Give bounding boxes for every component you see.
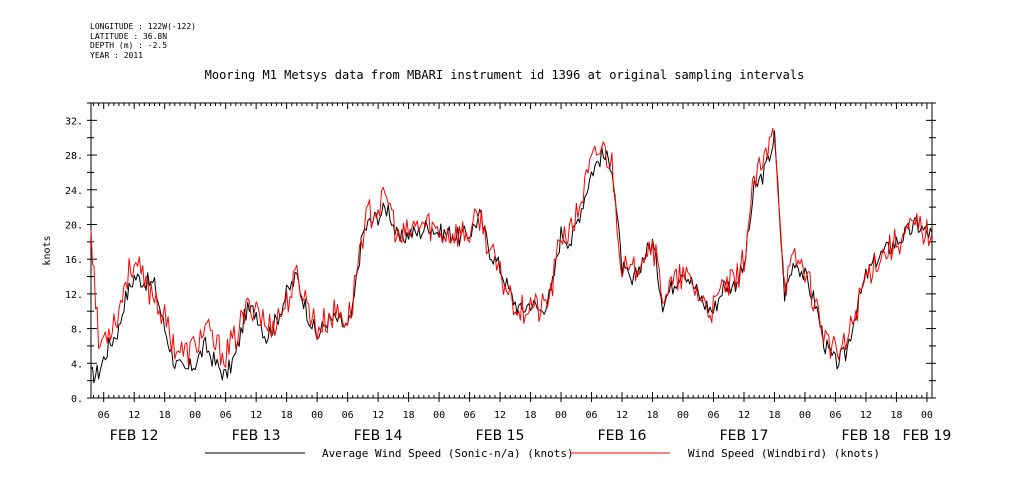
- x-hour-label: 06: [342, 410, 354, 421]
- series-line-windbird-wind-speed: [90, 127, 933, 368]
- x-hour-label: 12: [372, 410, 384, 421]
- latitude-label: LATITUDE : 36.8N: [90, 31, 168, 41]
- x-hour-label: 06: [464, 410, 476, 421]
- y-tick-label: 12.: [65, 290, 83, 301]
- y-axis-label: knots: [42, 235, 53, 265]
- x-hour-label: 12: [494, 410, 506, 421]
- x-hour-label: 18: [403, 410, 415, 421]
- x-hour-label: 18: [281, 410, 293, 421]
- x-hour-label: 00: [555, 410, 567, 421]
- x-hour-label: 00: [799, 410, 811, 421]
- x-hour-label: 12: [860, 410, 872, 421]
- y-tick-label: 4.: [71, 359, 83, 370]
- x-hour-label: 18: [646, 410, 658, 421]
- x-day-label: FEB 18: [842, 428, 891, 444]
- x-hour-label: 00: [189, 410, 201, 421]
- x-hour-label: 06: [586, 410, 598, 421]
- y-tick-label: 8.: [71, 325, 83, 336]
- x-hour-label: 06: [707, 410, 719, 421]
- x-day-label: FEB 16: [598, 428, 647, 444]
- x-hour-label: 00: [433, 410, 445, 421]
- x-hour-label: 12: [128, 410, 140, 421]
- x-hour-label: 18: [159, 410, 171, 421]
- y-tick-label: 32.: [65, 116, 83, 127]
- legend-label-average: Average Wind Speed (Sonic-n/a) (knots): [322, 447, 574, 460]
- y-tick-label: 16.: [65, 255, 83, 266]
- x-day-label: FEB 13: [232, 428, 281, 444]
- x-hour-label: 00: [311, 410, 323, 421]
- x-day-label: FEB 19: [903, 428, 952, 444]
- x-hour-label: 00: [677, 410, 689, 421]
- longitude-label: LONGITUDE : 122W(-122): [90, 22, 196, 31]
- y-tick-label: 28.: [65, 151, 83, 162]
- x-hour-label: 18: [768, 410, 780, 421]
- chart-title: Mooring M1 Metsys data from MBARI instru…: [204, 68, 805, 82]
- x-day-label: FEB 15: [476, 428, 525, 444]
- series-line-average-wind-speed: [90, 130, 933, 384]
- metadata-block: LONGITUDE : 122W(-122) LATITUDE : 36.8N DE…: [90, 22, 196, 60]
- x-hour-label: 18: [525, 410, 537, 421]
- plot-frame: [90, 102, 933, 399]
- x-day-label: FEB 17: [720, 428, 769, 444]
- x-hour-label: 12: [738, 410, 750, 421]
- y-tick-label: 0.: [71, 394, 83, 405]
- x-day-label: FEB 12: [110, 428, 159, 444]
- x-hour-label: 06: [829, 410, 841, 421]
- x-hour-label: 06: [98, 410, 110, 421]
- x-hour-label: 12: [250, 410, 262, 421]
- x-hour-label: 00: [921, 410, 933, 421]
- x-hour-label: 18: [890, 410, 902, 421]
- y-tick-label: 24.: [65, 186, 83, 197]
- year-label: YEAR : 2011: [90, 50, 143, 60]
- depth-label: DEPTH (m) : -2.5: [90, 41, 168, 50]
- y-tick-label: 20.: [65, 220, 83, 231]
- legend-label-windbird: Wind Speed (Windbird) (knots): [688, 447, 880, 460]
- x-hour-label: 06: [220, 410, 232, 421]
- x-day-label: FEB 14: [354, 428, 403, 444]
- x-hour-label: 12: [616, 410, 628, 421]
